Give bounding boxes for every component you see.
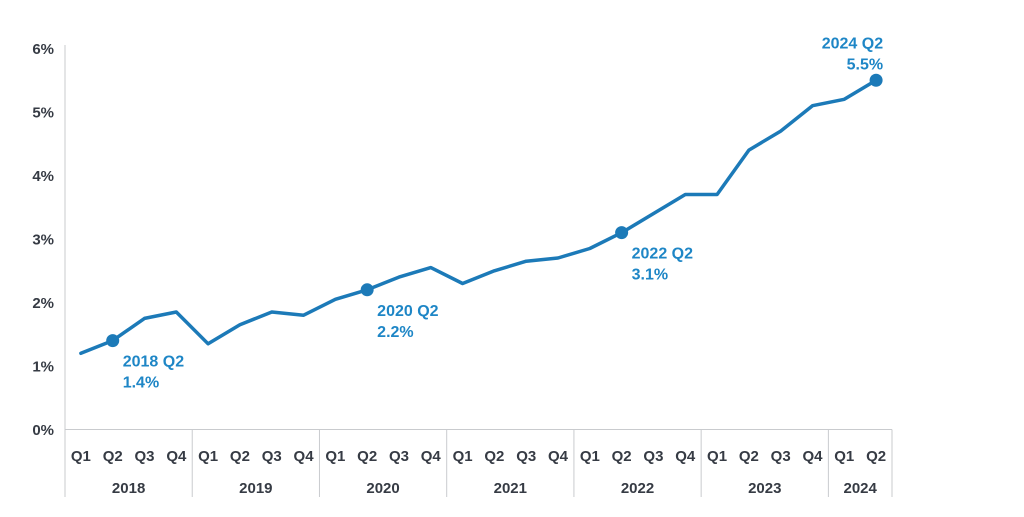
data-point-marker <box>869 73 883 87</box>
annotation-label: 2020 Q2 <box>377 303 438 320</box>
quarter-tick-label: Q3 <box>389 448 409 465</box>
quarter-tick-label: Q3 <box>771 448 791 465</box>
quarter-tick-label: Q4 <box>548 448 569 465</box>
quarter-tick-label: Q1 <box>325 448 345 465</box>
quarter-tick-label: Q4 <box>166 448 187 465</box>
year-label: 2018 <box>112 480 145 497</box>
year-label: 2024 <box>844 480 878 497</box>
quarter-tick-label: Q1 <box>707 448 727 465</box>
annotation-value: 3.1% <box>632 267 668 284</box>
quarter-tick-label: Q4 <box>802 448 823 465</box>
y-tick-label: 0% <box>32 422 54 439</box>
quarter-tick-label: Q3 <box>135 448 155 465</box>
rate-data-line <box>79 78 878 356</box>
y-tick-label: 3% <box>32 232 54 249</box>
annotation-value: 2.2% <box>377 324 413 341</box>
quarter-tick-label: Q2 <box>484 448 504 465</box>
annotation-value: 5.5% <box>847 56 883 73</box>
data-point-marker <box>360 283 374 297</box>
quarter-tick-label: Q4 <box>675 448 696 465</box>
quarter-tick-label: Q4 <box>294 448 315 465</box>
quarter-tick-label: Q2 <box>230 448 250 465</box>
y-tick-label: 4% <box>32 168 54 185</box>
year-label: 2023 <box>748 480 781 497</box>
quarter-tick-label: Q1 <box>198 448 218 465</box>
y-tick-label: 5% <box>32 105 54 122</box>
data-point-marker <box>106 334 120 348</box>
quarter-tick-label: Q1 <box>580 448 600 465</box>
y-tick-label: 2% <box>32 295 54 312</box>
year-label: 2022 <box>621 480 654 497</box>
quarter-tick-label: Q3 <box>643 448 663 465</box>
y-tick-label: 6% <box>32 41 54 58</box>
quarter-tick-label: Q3 <box>516 448 536 465</box>
quarter-tick-label: Q2 <box>612 448 632 465</box>
quarter-tick-label: Q2 <box>739 448 759 465</box>
annotation-label: 2024 Q2 <box>822 35 883 52</box>
annotation-label: 2018 Q2 <box>123 354 184 371</box>
quarter-tick-label: Q1 <box>71 448 91 465</box>
data-point-marker <box>615 226 629 240</box>
annotation-value: 1.4% <box>123 375 159 392</box>
y-tick-label: 1% <box>32 359 54 376</box>
year-label: 2019 <box>239 480 272 497</box>
quarter-tick-label: Q1 <box>834 448 854 465</box>
year-label: 2020 <box>366 480 399 497</box>
quarter-tick-label: Q3 <box>262 448 282 465</box>
quarter-tick-label: Q2 <box>357 448 377 465</box>
quarter-tick-label: Q2 <box>866 448 886 465</box>
quarter-tick-label: Q1 <box>453 448 473 465</box>
quarter-tick-label: Q2 <box>103 448 123 465</box>
year-label: 2021 <box>494 480 527 497</box>
annotation-label: 2022 Q2 <box>632 246 693 263</box>
quarter-tick-label: Q4 <box>421 448 442 465</box>
